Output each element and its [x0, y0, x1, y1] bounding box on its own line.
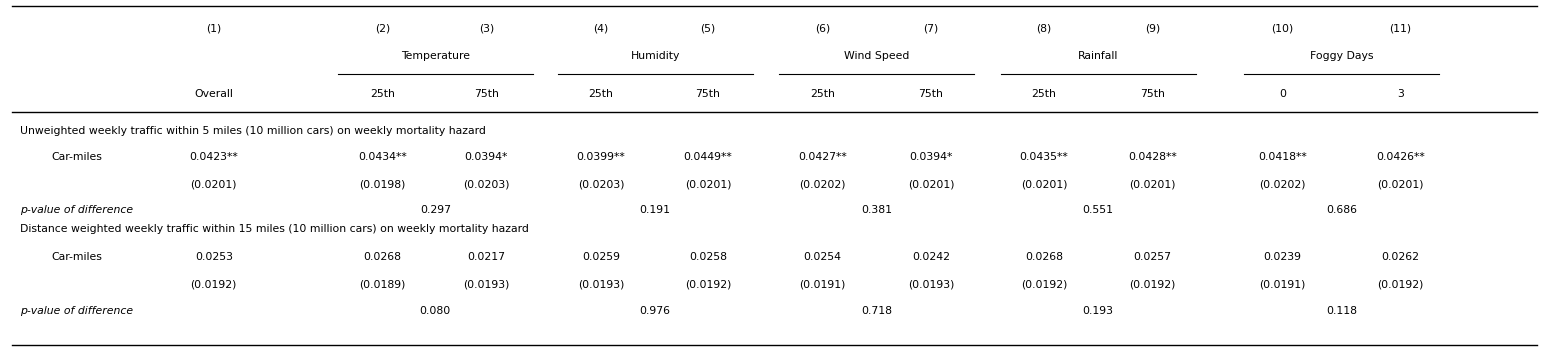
Text: Distance weighted weekly traffic within 15 miles (10 million cars) on weekly mor: Distance weighted weekly traffic within …: [20, 224, 530, 234]
Text: 0.0434**: 0.0434**: [358, 152, 407, 162]
Text: 0: 0: [1279, 89, 1286, 98]
Text: 0.0253: 0.0253: [195, 252, 232, 262]
Text: (0.0189): (0.0189): [359, 279, 406, 289]
Text: (0.0193): (0.0193): [908, 279, 954, 289]
Text: 0.381: 0.381: [861, 205, 892, 215]
Text: 0.0239: 0.0239: [1264, 252, 1301, 262]
Text: 0.191: 0.191: [640, 205, 671, 215]
Text: 0.0423**: 0.0423**: [189, 152, 239, 162]
Text: (0.0203): (0.0203): [578, 179, 624, 189]
Text: (0.0193): (0.0193): [463, 279, 510, 289]
Text: 0.0435**: 0.0435**: [1019, 152, 1069, 162]
Text: 75th: 75th: [919, 89, 943, 98]
Text: (0.0202): (0.0202): [1259, 179, 1306, 189]
Text: (0.0192): (0.0192): [1129, 279, 1176, 289]
Text: (8): (8): [1036, 23, 1052, 33]
Text: Wind Speed: Wind Speed: [844, 52, 909, 61]
Text: (1): (1): [206, 23, 222, 33]
Text: (5): (5): [700, 23, 716, 33]
Text: 25th: 25th: [1032, 89, 1056, 98]
Text: 0.297: 0.297: [420, 205, 451, 215]
Text: 75th: 75th: [1140, 89, 1165, 98]
Text: 0.0262: 0.0262: [1382, 252, 1419, 262]
Text: (0.0201): (0.0201): [1021, 179, 1067, 189]
Text: 75th: 75th: [696, 89, 720, 98]
Text: (0.0192): (0.0192): [191, 279, 237, 289]
Text: 0.686: 0.686: [1326, 205, 1357, 215]
Text: Car-miles: Car-miles: [51, 252, 102, 262]
Text: (0.0201): (0.0201): [1377, 179, 1424, 189]
Text: 0.0399**: 0.0399**: [576, 152, 626, 162]
Text: 0.551: 0.551: [1083, 205, 1114, 215]
Text: 0.0427**: 0.0427**: [798, 152, 847, 162]
Text: (0.0202): (0.0202): [799, 179, 846, 189]
Text: (0.0191): (0.0191): [799, 279, 846, 289]
Text: 0.118: 0.118: [1326, 306, 1357, 316]
Text: 0.0449**: 0.0449**: [683, 152, 733, 162]
Text: (0.0201): (0.0201): [1129, 179, 1176, 189]
Text: (11): (11): [1389, 23, 1411, 33]
Text: 0.0268: 0.0268: [1025, 252, 1063, 262]
Text: 0.0268: 0.0268: [364, 252, 401, 262]
Text: (2): (2): [375, 23, 390, 33]
Text: 0.0258: 0.0258: [689, 252, 726, 262]
Text: Humidity: Humidity: [630, 52, 680, 61]
Text: Overall: Overall: [194, 89, 234, 98]
Text: (10): (10): [1272, 23, 1293, 33]
Text: 0.080: 0.080: [420, 306, 451, 316]
Text: (0.0201): (0.0201): [908, 179, 954, 189]
Text: (0.0192): (0.0192): [685, 279, 731, 289]
Text: p-value of difference: p-value of difference: [20, 205, 133, 215]
Text: (7): (7): [923, 23, 939, 33]
Text: (4): (4): [593, 23, 609, 33]
Text: 0.0428**: 0.0428**: [1128, 152, 1177, 162]
Text: Rainfall: Rainfall: [1078, 52, 1118, 61]
Text: 0.0426**: 0.0426**: [1376, 152, 1425, 162]
Text: Unweighted weekly traffic within 5 miles (10 million cars) on weekly mortality h: Unweighted weekly traffic within 5 miles…: [20, 126, 486, 136]
Text: (0.0198): (0.0198): [359, 179, 406, 189]
Text: 0.0418**: 0.0418**: [1258, 152, 1307, 162]
Text: Foggy Days: Foggy Days: [1310, 52, 1372, 61]
Text: (6): (6): [815, 23, 830, 33]
Text: 25th: 25th: [370, 89, 395, 98]
Text: 75th: 75th: [474, 89, 499, 98]
Text: 25th: 25th: [810, 89, 835, 98]
Text: (0.0203): (0.0203): [463, 179, 510, 189]
Text: 0.976: 0.976: [640, 306, 671, 316]
Text: p-value of difference: p-value of difference: [20, 306, 133, 316]
Text: (0.0193): (0.0193): [578, 279, 624, 289]
Text: 0.0259: 0.0259: [582, 252, 620, 262]
Text: 0.0254: 0.0254: [804, 252, 841, 262]
Text: 0.0217: 0.0217: [468, 252, 505, 262]
Text: (9): (9): [1145, 23, 1160, 33]
Text: 25th: 25th: [589, 89, 613, 98]
Text: 0.0394*: 0.0394*: [465, 152, 508, 162]
Text: 3: 3: [1397, 89, 1403, 98]
Text: 0.0242: 0.0242: [912, 252, 950, 262]
Text: 0.0257: 0.0257: [1134, 252, 1171, 262]
Text: Car-miles: Car-miles: [51, 152, 102, 162]
Text: (0.0192): (0.0192): [1377, 279, 1424, 289]
Text: Temperature: Temperature: [401, 52, 469, 61]
Text: (0.0191): (0.0191): [1259, 279, 1306, 289]
Text: (0.0201): (0.0201): [685, 179, 731, 189]
Text: (0.0201): (0.0201): [191, 179, 237, 189]
Text: 0.718: 0.718: [861, 306, 892, 316]
Text: (0.0192): (0.0192): [1021, 279, 1067, 289]
Text: (3): (3): [479, 23, 494, 33]
Text: 0.193: 0.193: [1083, 306, 1114, 316]
Text: 0.0394*: 0.0394*: [909, 152, 953, 162]
